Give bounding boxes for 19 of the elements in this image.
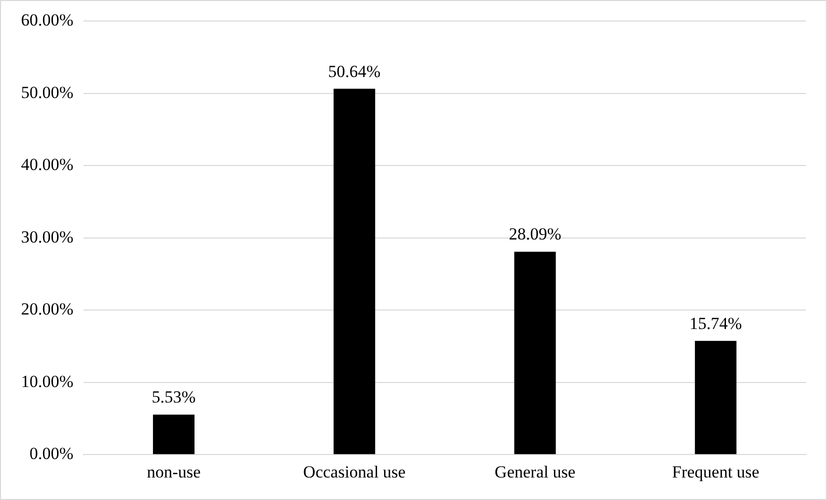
x-tick-label: Frequent use [672,462,760,482]
y-tick-label: 10.00% [20,372,74,391]
y-tick-label: 30.00% [20,227,74,246]
y-tick-label: 0.00% [29,444,74,464]
bar [514,252,556,454]
data-label: 28.09% [508,224,562,244]
data-label: 50.64% [328,62,381,81]
y-tick-label: 50.00% [20,82,74,102]
y-tick-label: 60.00% [20,10,74,30]
bar [152,414,195,454]
y-tick-label: 40.00% [20,155,74,174]
x-tick-label: non-use [146,462,201,482]
data-label: 15.74% [689,314,742,333]
x-tick-label: General use [494,462,576,482]
bar [334,88,376,454]
y-tick-label: 20.00% [20,300,74,319]
bar [694,340,736,454]
x-tick-label: Occasional use [303,462,406,482]
data-label: 5.53% [152,388,196,407]
